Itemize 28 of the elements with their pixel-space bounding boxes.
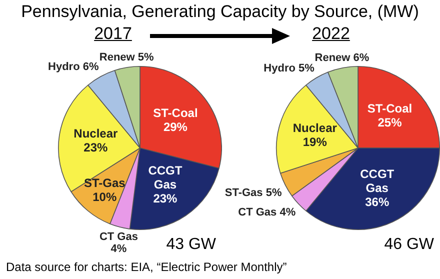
slice-label: CT Gas xyxy=(99,230,138,243)
data-label: 29% xyxy=(163,120,188,134)
chart-subtitle: 2022 xyxy=(311,24,351,44)
data-label: 10% xyxy=(92,190,117,204)
slice-label: ST-Gas 5% xyxy=(224,186,282,199)
slice-label: ST-Gas xyxy=(84,176,126,190)
data-label: 25% xyxy=(378,116,402,130)
chart-subtitle: 2017 xyxy=(93,24,133,44)
text: 46 GW xyxy=(384,236,434,254)
slice-label: CCGT Gas xyxy=(148,163,183,192)
slice-label: Nuclear xyxy=(74,126,118,140)
slice-label: ST-Coal xyxy=(153,106,198,120)
data-label: 4% xyxy=(110,242,127,255)
text: 43 GW xyxy=(166,236,216,254)
data-label: 23% xyxy=(84,140,108,154)
slice-label: CT Gas 4% xyxy=(238,206,296,219)
data-label: 19% xyxy=(302,134,328,149)
slice-label: Renew 6% xyxy=(314,52,370,64)
slice-label: CCGT Gas xyxy=(360,166,395,195)
slice-label: ST-Coal xyxy=(367,102,412,116)
source-note: Data source for charts: EIA, “Electric Power Monthly” xyxy=(6,260,287,274)
slice-label: Hydro 5% xyxy=(264,62,315,74)
slice-label: Renew 5% xyxy=(99,51,154,64)
data-label: 23% xyxy=(153,191,178,206)
data-label: 36% xyxy=(365,194,390,209)
slice-label: Nuclear xyxy=(292,120,338,135)
slice-label: Hydro 6% xyxy=(48,61,99,74)
chart-title: Pennsylvania, Generating Capacity by Source, (MW) xyxy=(20,2,420,22)
